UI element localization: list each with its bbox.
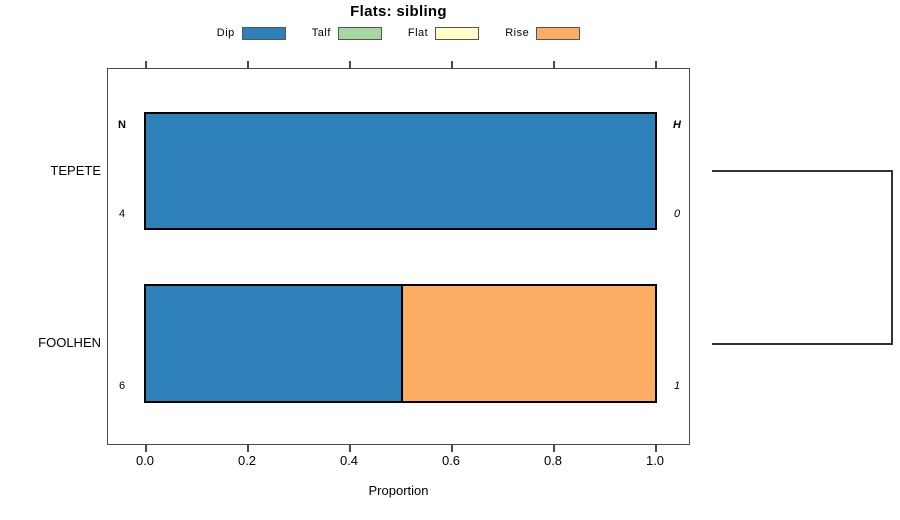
bar-segment-tepete-dip <box>146 114 655 228</box>
legend: Dip Talf Flat Rise <box>107 24 690 42</box>
legend-item-talf: Talf <box>311 26 382 40</box>
x-axis-tick-label: 0.0 <box>135 453 155 468</box>
x-axis-tick <box>247 61 249 68</box>
x-axis-tick-label: 0.2 <box>237 453 257 468</box>
h-value-tepete: 0 <box>673 208 681 220</box>
cluster-bracket-bottom-line <box>712 343 893 345</box>
legend-label-flat: Flat <box>407 27 429 39</box>
legend-label-talf: Talf <box>311 27 331 39</box>
x-axis-tick <box>655 61 657 68</box>
cluster-bracket-top-line <box>712 170 893 172</box>
x-axis-tick <box>145 61 147 68</box>
h-value-foolhen: 1 <box>673 380 681 392</box>
legend-label-rise: Rise <box>505 27 530 39</box>
x-axis-tick <box>145 445 147 452</box>
x-axis-tick <box>451 61 453 68</box>
x-axis-tick-label: 1.0 <box>645 453 665 468</box>
category-label-tepete: TEPETE <box>50 163 101 178</box>
n-column-header: N <box>118 119 126 131</box>
x-axis-tick <box>553 445 555 452</box>
bar-tepete <box>144 112 657 230</box>
h-column-header: H <box>673 119 681 131</box>
legend-item-flat: Flat <box>407 26 480 40</box>
legend-swatch-rise <box>536 26 581 40</box>
x-axis-tick <box>451 445 453 452</box>
legend-item-dip: Dip <box>216 26 286 40</box>
n-value-foolhen: 6 <box>118 380 126 392</box>
x-axis-title: Proportion <box>368 483 429 498</box>
legend-item-rise: Rise <box>505 26 581 40</box>
chart-title: Flats: sibling <box>350 3 447 20</box>
bar-segment-foolhen-rise <box>400 286 655 401</box>
x-axis-tick <box>553 61 555 68</box>
x-axis-tick-label: 0.8 <box>543 453 563 468</box>
legend-swatch-flat <box>435 26 480 40</box>
category-label-foolhen: FOOLHEN <box>38 335 101 350</box>
x-axis-tick-label: 0.6 <box>441 453 461 468</box>
x-axis-tick <box>247 445 249 452</box>
legend-swatch-talf <box>337 26 382 40</box>
x-axis-tick-labels: 0.0 0.2 0.4 0.6 0.8 1.0 <box>107 453 690 469</box>
x-axis-tick <box>349 61 351 68</box>
bar-segment-foolhen-dip <box>146 286 401 401</box>
bar-foolhen <box>144 284 657 403</box>
x-axis-ticks-top <box>107 61 690 68</box>
x-axis-tick-label: 0.4 <box>339 453 359 468</box>
x-axis-tick <box>655 445 657 452</box>
legend-label-dip: Dip <box>216 27 235 39</box>
n-value-tepete: 4 <box>118 208 126 220</box>
cluster-bracket-vertical-line <box>891 170 893 344</box>
x-axis-tick <box>349 445 351 452</box>
x-axis-ticks-bottom <box>107 445 690 452</box>
legend-swatch-dip <box>241 26 286 40</box>
